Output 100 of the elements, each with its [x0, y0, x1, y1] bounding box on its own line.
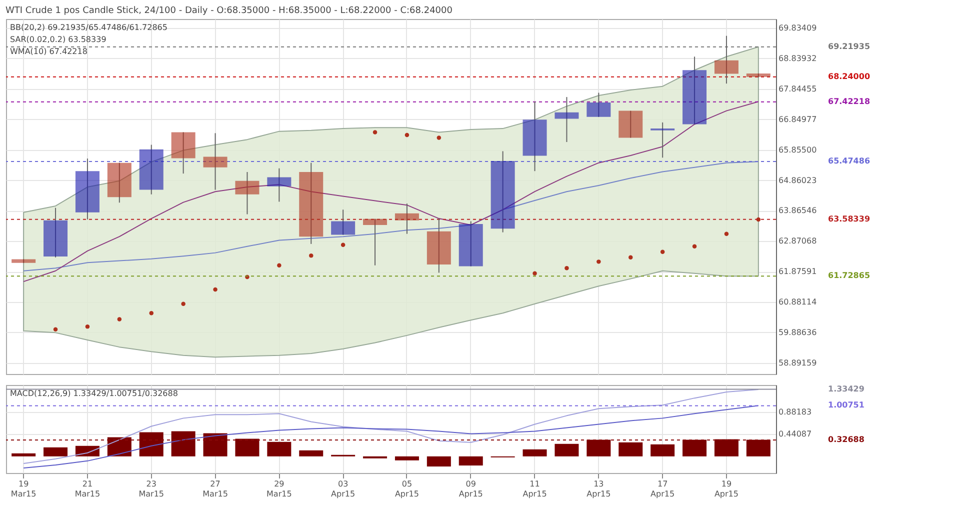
point	[340, 242, 346, 247]
point	[149, 310, 154, 316]
point	[277, 263, 282, 268]
candlestick	[44, 207, 68, 258]
y-tick-label: 60.88114	[778, 298, 817, 307]
bar	[522, 449, 547, 456]
bar	[426, 456, 451, 466]
y-tick-label: 0.88183	[778, 408, 812, 417]
point	[628, 255, 633, 260]
candlestick	[682, 56, 707, 125]
bar	[139, 432, 164, 456]
y-tick-label: 59.88636	[778, 328, 817, 337]
y-tick-label: 69.83409	[778, 24, 817, 33]
candlestick	[267, 168, 292, 202]
bar	[203, 433, 228, 456]
candlestick	[458, 220, 483, 267]
y-tick-label: 65.85500	[778, 145, 817, 154]
point	[85, 324, 90, 329]
x-tick-label: 23 Mar15	[138, 480, 164, 498]
point	[724, 232, 729, 236]
x-tick-label: 13 Apr15	[586, 480, 611, 498]
candlestick	[107, 162, 132, 204]
bar	[235, 438, 260, 456]
annotation: BB(20,2) 69.21935/65.47486/61.72865	[10, 23, 168, 32]
point	[117, 317, 122, 322]
ref-line-label: 69.21935	[828, 42, 870, 51]
candlestick	[299, 162, 324, 244]
ref-line-label: 0.32688	[828, 434, 865, 444]
y-tick-label: 68.83932	[778, 54, 817, 63]
candlestick	[12, 258, 36, 264]
bar	[586, 440, 611, 456]
ref-line-label: 1.00751	[828, 400, 865, 410]
x-tick-label: 21 Mar15	[74, 480, 100, 498]
y-tick-label: 64.86023	[778, 176, 817, 185]
chart-title: WTI Crude 1 pos Candle Stick, 24/100 - Daily - O:68.35000 - H:68.35000 - L:68.22000 - C:68.24000	[6, 6, 453, 16]
candlestick	[650, 122, 675, 158]
line-series	[23, 405, 759, 468]
y-tick-label: 67.84455	[778, 84, 817, 94]
x-tick-label: 05 Apr15	[394, 480, 419, 498]
y-tick-label: 61.87591	[778, 267, 817, 276]
point	[181, 302, 186, 306]
point	[309, 253, 314, 258]
point	[213, 287, 218, 292]
bar	[682, 440, 707, 456]
bar	[746, 440, 770, 456]
candlestick	[586, 92, 611, 118]
candlestick	[714, 35, 738, 84]
x-tick-label: 27 Mar15	[202, 480, 228, 498]
bar	[12, 453, 36, 456]
candlestick	[554, 96, 579, 143]
ref-line-label: 63.58339	[828, 214, 870, 224]
candlestick	[75, 158, 100, 220]
candlestick	[522, 101, 547, 172]
bar	[171, 431, 196, 456]
candlestick	[426, 218, 451, 274]
ref-line-label: 67.42218	[828, 96, 870, 106]
x-tick-label: 09 Apr15	[458, 480, 483, 498]
x-tick-label: 03 Apr15	[331, 480, 356, 498]
y-tick-label: 63.86546	[778, 206, 817, 216]
candlestick	[490, 150, 515, 233]
y-tick-label: 0.44087	[778, 430, 812, 439]
point	[692, 244, 697, 248]
candlestick	[203, 132, 228, 190]
point	[660, 250, 665, 254]
x-tick-label: 19 Apr15	[714, 480, 738, 498]
bar	[267, 442, 292, 456]
line-series	[23, 161, 759, 272]
annotation: SAR(0.02,0.2) 63.58339	[10, 35, 106, 44]
ref-line-label: 61.72865	[828, 271, 870, 280]
point	[532, 271, 537, 276]
bar	[458, 456, 483, 466]
point	[404, 132, 410, 138]
x-tick-label: 17 Apr15	[650, 480, 675, 498]
bar	[394, 456, 419, 460]
ref-line-label: 1.33429	[828, 384, 865, 394]
ref-line-label: 68.24000	[828, 72, 870, 81]
candlestick	[363, 218, 388, 266]
bar	[299, 450, 324, 456]
x-tick-label: 11 Apr15	[522, 480, 547, 498]
bar	[714, 439, 738, 456]
bar	[650, 444, 675, 456]
point	[564, 266, 569, 270]
point	[372, 130, 378, 134]
point	[596, 260, 601, 264]
x-tick-label: 19 Mar15	[10, 480, 36, 498]
point	[53, 327, 58, 332]
y-tick-label: 62.87068	[778, 236, 817, 246]
annotation: MACD(12,26,9) 1.33429/1.00751/0.32688	[10, 389, 178, 398]
candlestick	[235, 172, 260, 215]
candlestick	[139, 144, 164, 195]
candlestick	[394, 203, 419, 234]
bar	[554, 444, 579, 456]
y-tick-label: 66.84977	[778, 114, 817, 124]
candlestick	[618, 110, 643, 138]
x-tick-label: 29 Mar15	[266, 480, 292, 498]
candlestick	[171, 132, 196, 174]
candlestick	[746, 72, 770, 78]
annotation: WMA(10) 67.42218	[10, 47, 88, 56]
bar	[618, 442, 643, 456]
candlestick	[331, 209, 356, 236]
